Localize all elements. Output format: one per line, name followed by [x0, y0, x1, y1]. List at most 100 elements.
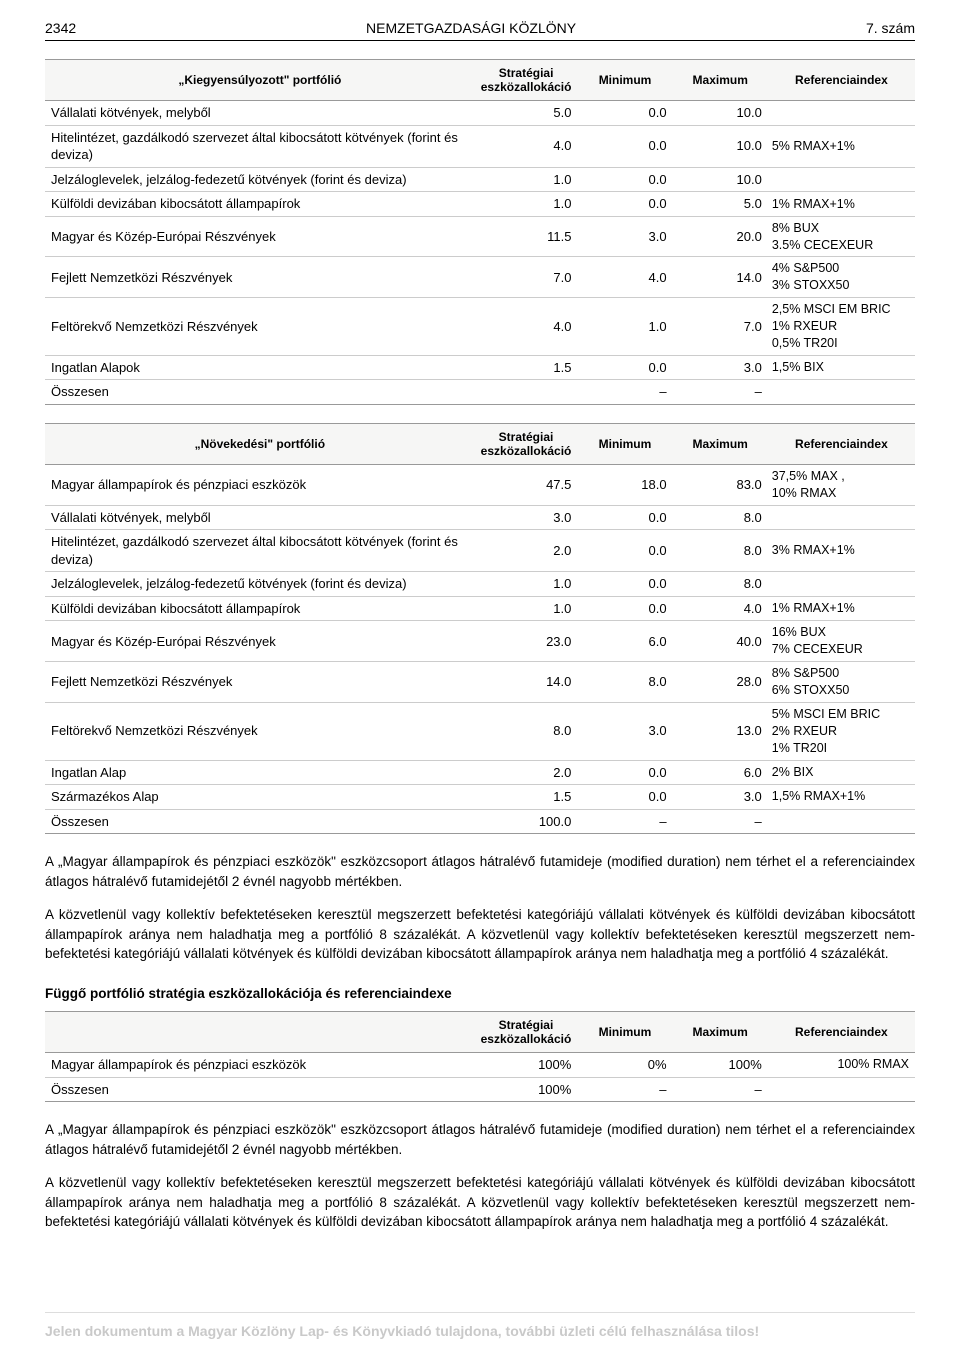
row-ref: 8% S&P500 6% STOXX50 [768, 662, 915, 703]
paragraph-4: A közvetlenül vagy kollektív befektetése… [45, 1173, 915, 1232]
row-ref [768, 809, 915, 834]
table-row: Fejlett Nemzetközi Részvények14.08.028.0… [45, 662, 915, 703]
row-ref [768, 101, 915, 126]
row-max: 83.0 [673, 464, 768, 505]
row-alloc: 1.0 [475, 596, 578, 621]
row-min: 4.0 [577, 257, 672, 298]
row-min: 0.0 [577, 572, 672, 597]
table-kiegyensulyozott: „Kiegyensúlyozott" portfólió Stratégiai … [45, 59, 915, 405]
row-label: Származékos Alap [45, 785, 475, 810]
row-label: Összesen [45, 1077, 475, 1102]
row-ref: 37,5% MAX , 10% RMAX [768, 464, 915, 505]
row-label: Fejlett Nemzetközi Részvények [45, 257, 475, 298]
row-ref: 3% RMAX+1% [768, 530, 915, 572]
table-row: Származékos Alap1.50.03.01,5% RMAX+1% [45, 785, 915, 810]
table-row: Ingatlan Alap2.00.06.02% BIX [45, 760, 915, 785]
row-max: – [673, 380, 768, 405]
row-label: Ingatlan Alapok [45, 355, 475, 380]
row-label: Ingatlan Alap [45, 760, 475, 785]
table2-col-ref: Referenciaindex [768, 423, 915, 464]
row-min: 3.0 [577, 702, 672, 760]
row-alloc: 100.0 [475, 809, 578, 834]
row-max: – [673, 809, 768, 834]
table-row: Ingatlan Alapok1.50.03.01,5% BIX [45, 355, 915, 380]
row-min: 0.0 [577, 167, 672, 192]
table-row: Magyar és Közép-Európai Részvények23.06.… [45, 621, 915, 662]
row-min: – [577, 380, 672, 405]
table-row: Külföldi devizában kibocsátott állampapí… [45, 192, 915, 217]
row-min: – [577, 809, 672, 834]
table2-col-alloc: Stratégiai eszközallokáció [475, 423, 578, 464]
row-alloc: 47.5 [475, 464, 578, 505]
row-alloc: 100% [475, 1053, 578, 1078]
row-label: Hitelintézet, gazdálkodó szervezet által… [45, 530, 475, 572]
row-label: Magyar és Közép-Európai Részvények [45, 216, 475, 257]
row-max: 7.0 [673, 298, 768, 356]
row-max: 8.0 [673, 530, 768, 572]
table2-col-min: Minimum [577, 423, 672, 464]
table-row: Vállalati kötvények, melyből3.00.08.0 [45, 505, 915, 530]
issue-number: 7. szám [866, 20, 915, 36]
row-ref: 1% RMAX+1% [768, 596, 915, 621]
page-number: 2342 [45, 20, 76, 36]
row-alloc: 1.5 [475, 785, 578, 810]
row-max: 13.0 [673, 702, 768, 760]
table-row: Magyar állampapírok és pénzpiaci eszközö… [45, 464, 915, 505]
table-row: Hitelintézet, gazdálkodó szervezet által… [45, 530, 915, 572]
row-max: 3.0 [673, 355, 768, 380]
paragraph-3: A „Magyar állampapírok és pénzpiaci eszk… [45, 1120, 915, 1159]
row-ref [768, 505, 915, 530]
row-max: 6.0 [673, 760, 768, 785]
row-label: Feltörekvő Nemzetközi Részvények [45, 298, 475, 356]
row-alloc: 23.0 [475, 621, 578, 662]
row-max: 10.0 [673, 125, 768, 167]
row-label: Magyar állampapírok és pénzpiaci eszközö… [45, 464, 475, 505]
table2-col-max: Maximum [673, 423, 768, 464]
row-ref: 5% RMAX+1% [768, 125, 915, 167]
table-row: Fejlett Nemzetközi Részvények7.04.014.04… [45, 257, 915, 298]
row-min: 3.0 [577, 216, 672, 257]
row-ref: 16% BUX 7% CECEXEUR [768, 621, 915, 662]
row-min: 0.0 [577, 596, 672, 621]
row-label: Vállalati kötvények, melyből [45, 101, 475, 126]
row-label: Külföldi devizában kibocsátott állampapí… [45, 596, 475, 621]
row-min: – [577, 1077, 672, 1102]
row-min: 1.0 [577, 298, 672, 356]
row-max: 3.0 [673, 785, 768, 810]
row-ref: 8% BUX 3.5% CECEXEUR [768, 216, 915, 257]
row-alloc: 4.0 [475, 298, 578, 356]
row-min: 0% [577, 1053, 672, 1078]
row-label: Összesen [45, 809, 475, 834]
row-min: 0.0 [577, 192, 672, 217]
table-row: Összesen–– [45, 380, 915, 405]
row-alloc: 100% [475, 1077, 578, 1102]
row-max: 100% [673, 1053, 768, 1078]
row-ref: 2,5% MSCI EM BRIC 1% RXEUR 0,5% TR20I [768, 298, 915, 356]
row-ref: 2% BIX [768, 760, 915, 785]
row-label: Magyar állampapírok és pénzpiaci eszközö… [45, 1053, 475, 1078]
row-alloc: 1.0 [475, 572, 578, 597]
row-alloc: 1.0 [475, 167, 578, 192]
table1-col-max: Maximum [673, 60, 768, 101]
table1-col-alloc: Stratégiai eszközallokáció [475, 60, 578, 101]
row-min: 0.0 [577, 125, 672, 167]
row-ref: 1,5% BIX [768, 355, 915, 380]
row-ref: 100% RMAX [768, 1053, 915, 1078]
table3-col-alloc: Stratégiai eszközallokáció [475, 1012, 578, 1053]
row-alloc: 1.0 [475, 192, 578, 217]
table-row: Hitelintézet, gazdálkodó szervezet által… [45, 125, 915, 167]
table-row: Feltörekvő Nemzetközi Részvények4.01.07.… [45, 298, 915, 356]
row-min: 0.0 [577, 355, 672, 380]
footer-copyright: Jelen dokumentum a Magyar Közlöny Lap- é… [45, 1312, 915, 1339]
table-row: Összesen100.0–– [45, 809, 915, 834]
table1-caption: „Kiegyensúlyozott" portfólió [45, 60, 475, 101]
table-row: Magyar és Közép-Európai Részvények11.53.… [45, 216, 915, 257]
row-alloc: 5.0 [475, 101, 578, 126]
table3-col-min: Minimum [577, 1012, 672, 1053]
row-min: 0.0 [577, 785, 672, 810]
row-label: Magyar és Közép-Európai Részvények [45, 621, 475, 662]
table-row: Jelzáloglevelek, jelzálog-fedezetű kötvé… [45, 167, 915, 192]
table-row: Külföldi devizában kibocsátott állampapí… [45, 596, 915, 621]
row-label: Hitelintézet, gazdálkodó szervezet által… [45, 125, 475, 167]
row-min: 0.0 [577, 101, 672, 126]
